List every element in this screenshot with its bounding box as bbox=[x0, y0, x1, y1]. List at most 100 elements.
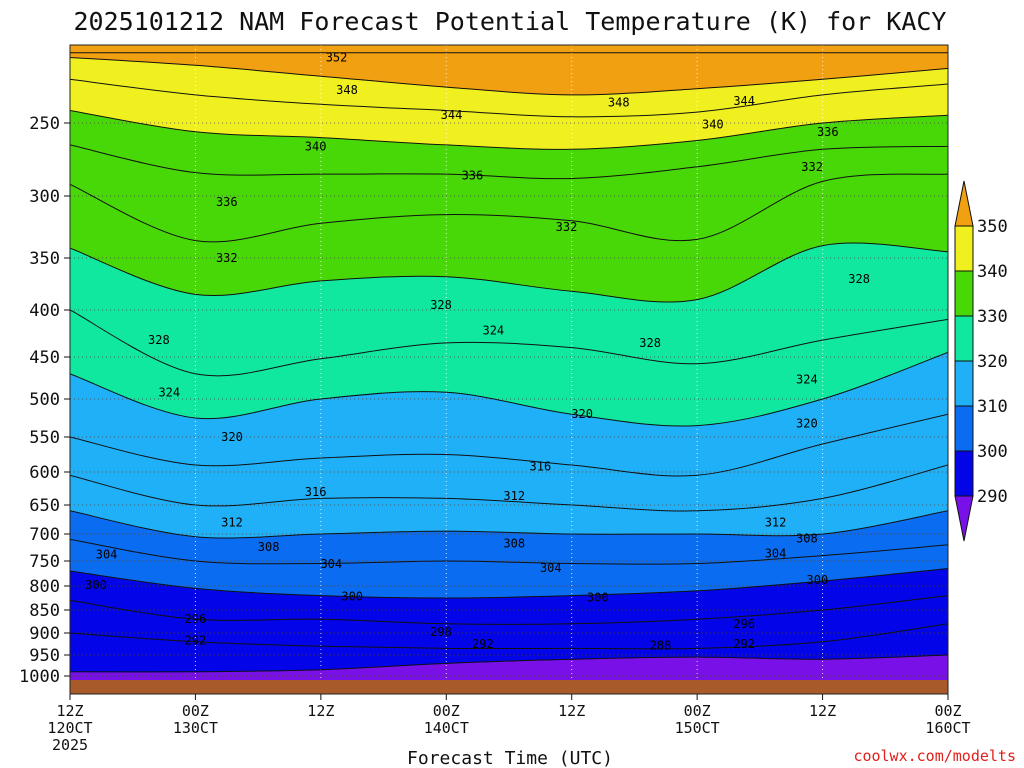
contour-label: 300 bbox=[341, 590, 363, 604]
color-legend: 350 340 330 320 310 300 290 bbox=[954, 180, 1008, 542]
contour-label: 344 bbox=[733, 94, 755, 108]
legend-swatch bbox=[954, 225, 974, 272]
isentrope-288 bbox=[70, 654, 948, 673]
color-fill-bands bbox=[70, 45, 948, 680]
contour-label: 336 bbox=[216, 195, 238, 209]
contour-label: 304 bbox=[765, 546, 787, 560]
y-tick-label: 750 bbox=[29, 552, 60, 572]
y-tick-label: 650 bbox=[29, 496, 60, 516]
x-tick-label: 12Z bbox=[558, 702, 585, 720]
y-tick-label: 500 bbox=[29, 390, 60, 410]
isentrope-316 bbox=[70, 413, 948, 477]
contour-label: 296 bbox=[733, 617, 755, 631]
contour-label: 320 bbox=[571, 407, 593, 421]
x-tick-label: 150CT bbox=[675, 719, 720, 737]
credit-text: coolwx.com/modelts bbox=[853, 747, 1016, 765]
y-tick-label: 400 bbox=[29, 301, 60, 321]
contour-label: 292 bbox=[733, 637, 755, 651]
y-tick-label: 450 bbox=[29, 348, 60, 368]
isentrope-328 bbox=[70, 242, 948, 303]
contour-label: 336 bbox=[462, 169, 484, 183]
x-tick-label: 160CT bbox=[925, 719, 970, 737]
legend-swatch bbox=[954, 315, 974, 362]
x-tick-label: 00Z bbox=[182, 702, 209, 720]
y-tick-label: 1000 bbox=[19, 667, 60, 687]
chart-title: 2025101212 NAM Forecast Potential Temper… bbox=[74, 7, 947, 36]
contour-label: 300 bbox=[807, 573, 829, 587]
isentrope-324 bbox=[70, 309, 948, 377]
isentrope-lines bbox=[70, 52, 948, 673]
contour-label: 324 bbox=[158, 385, 180, 399]
legend-label: 340 bbox=[977, 262, 1008, 282]
plot-frame bbox=[69, 44, 949, 695]
contour-label: 328 bbox=[848, 272, 870, 286]
contour-label: 352 bbox=[326, 50, 348, 64]
contour-label: 324 bbox=[796, 373, 818, 387]
legend-label: 290 bbox=[977, 487, 1008, 507]
y-axis: 250 300 350 400 450 500 550 600 650 700 750 800 850 9… bbox=[19, 114, 70, 687]
x-tick-label: 130CT bbox=[173, 719, 218, 737]
y-tick-label: 250 bbox=[29, 114, 60, 134]
y-tick-label: 350 bbox=[29, 249, 60, 269]
contour-label: 292 bbox=[185, 633, 207, 647]
isentrope-312 bbox=[70, 464, 948, 512]
legend-arrow-bottom bbox=[954, 495, 974, 542]
isentrope-308 bbox=[70, 510, 948, 539]
x-tick-label: 00Z bbox=[433, 702, 460, 720]
contour-label: 344 bbox=[441, 108, 463, 122]
contour-label: 328 bbox=[639, 336, 661, 350]
contour-label: 300 bbox=[85, 578, 107, 592]
contour-label: 332 bbox=[801, 160, 823, 174]
plot-area: 352 348 348 344 344 340 336 340 336 332 336 332 332 3… bbox=[70, 45, 948, 680]
contour-label: 300 bbox=[587, 591, 609, 605]
contour-label: 308 bbox=[258, 540, 280, 554]
isentrope-304 bbox=[70, 538, 948, 565]
contour-label: 328 bbox=[430, 298, 452, 312]
contour-label: 304 bbox=[320, 557, 342, 571]
contour-label: 348 bbox=[336, 83, 358, 97]
contour-label: 320 bbox=[796, 416, 818, 430]
contour-labels: 352 348 348 344 344 340 336 340 336 332 336 332 332 3… bbox=[85, 50, 870, 652]
contour-label: 316 bbox=[305, 485, 327, 499]
contour-label: 304 bbox=[540, 561, 562, 575]
legend-swatch bbox=[954, 405, 974, 452]
x-tick-label: 12Z bbox=[307, 702, 334, 720]
contour-label: 332 bbox=[216, 251, 238, 265]
x-tick-label: 00Z bbox=[934, 702, 961, 720]
isentrope-344 bbox=[70, 78, 948, 118]
legend-swatch bbox=[954, 450, 974, 497]
legend-label: 310 bbox=[977, 397, 1008, 417]
x-axis-label: Forecast Time (UTC) bbox=[407, 748, 613, 768]
y-tick-label: 300 bbox=[29, 187, 60, 207]
isentrope-348 bbox=[70, 57, 948, 96]
y-tick-label: 850 bbox=[29, 601, 60, 621]
contour-label: 308 bbox=[503, 537, 525, 551]
isentrope-300 bbox=[70, 568, 948, 599]
contour-label: 316 bbox=[530, 459, 552, 473]
contour-label: 324 bbox=[482, 324, 504, 338]
contour-label: 312 bbox=[765, 515, 787, 529]
contour-label: 292 bbox=[472, 637, 494, 651]
x-tick-label: 140CT bbox=[424, 719, 469, 737]
legend-swatch bbox=[954, 360, 974, 407]
legend-label: 350 bbox=[977, 217, 1008, 237]
contour-label: 312 bbox=[503, 489, 525, 503]
isentrope-332 bbox=[70, 173, 948, 243]
legend-swatch bbox=[954, 270, 974, 317]
y-tick-label: 900 bbox=[29, 624, 60, 644]
color-band-354 bbox=[70, 45, 948, 54]
contour-label: 340 bbox=[305, 139, 327, 153]
contour-label: 304 bbox=[96, 548, 118, 562]
contour-label: 332 bbox=[556, 220, 578, 234]
y-tick-label: 800 bbox=[29, 577, 60, 597]
contour-label: 328 bbox=[148, 333, 170, 347]
isentrope-320 bbox=[70, 351, 948, 427]
isentrope-296 bbox=[70, 595, 948, 625]
contour-label: 312 bbox=[221, 515, 243, 529]
legend-label: 300 bbox=[977, 442, 1008, 462]
legend-arrow-top bbox=[954, 180, 974, 227]
contour-label: 336 bbox=[817, 125, 839, 139]
contour-label: 288 bbox=[650, 638, 672, 652]
